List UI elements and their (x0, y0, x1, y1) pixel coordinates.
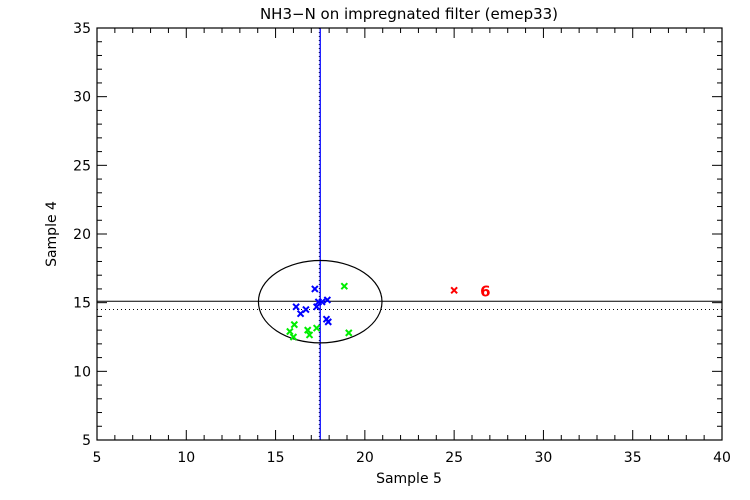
y-tick-label: 10 (73, 364, 91, 380)
data-point (312, 324, 321, 332)
x-tick-label: 40 (713, 450, 731, 466)
y-tick-label: 20 (73, 227, 91, 243)
data-point (302, 305, 310, 314)
x-tick-label: 15 (267, 450, 285, 466)
y-tick-label: 15 (73, 296, 91, 312)
x-axis-label: Sample 5 (376, 471, 442, 487)
x-tick-label: 25 (445, 450, 463, 466)
y-tick-label: 5 (82, 433, 91, 449)
y-tick-label: 35 (73, 21, 91, 37)
data-point (292, 303, 300, 311)
data-point (312, 303, 321, 311)
confidence-ellipse (257, 259, 383, 344)
data-point (289, 333, 298, 341)
point-label: 6 (480, 282, 490, 300)
plot-frame (96, 27, 723, 441)
chart-title: NH3−N on impregnated filter (emep33) (260, 5, 558, 23)
data-point (450, 286, 458, 295)
x-tick-label: 5 (93, 450, 102, 466)
data-point (286, 327, 294, 336)
data-point (323, 296, 332, 304)
data-point (305, 331, 314, 339)
y-tick-label: 30 (73, 90, 91, 106)
data-point (340, 282, 349, 290)
y-axis-label: Sample 4 (44, 201, 60, 267)
x-tick-label: 10 (177, 450, 195, 466)
data-point (318, 298, 326, 306)
plot-area: 5 10 15 20 25 30 35 40 5 10 15 20 25 30 35 6 (73, 21, 731, 466)
data-point (290, 320, 299, 329)
data-point (304, 326, 312, 334)
data-point (345, 329, 353, 337)
x-tick-label: 30 (535, 450, 553, 466)
data-point (311, 285, 319, 293)
y-tick-label: 25 (73, 158, 91, 174)
x-tick-label: 35 (624, 450, 642, 466)
x-tick-label: 20 (356, 450, 374, 466)
data-point (324, 318, 332, 326)
